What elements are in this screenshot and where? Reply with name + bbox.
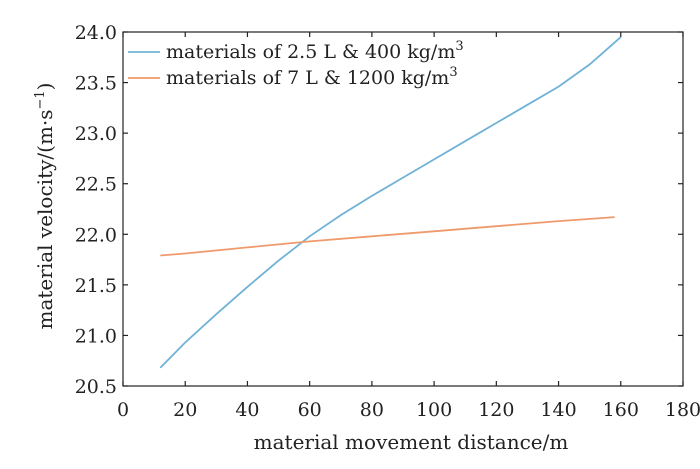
y-tick-label: 23.5 bbox=[75, 73, 117, 95]
legend: materials of 2.5 L & 400 kg/m3materials … bbox=[128, 39, 464, 89]
plot-frame bbox=[122, 31, 684, 387]
x-tick-label: 180 bbox=[665, 399, 700, 421]
y-tick-label: 20.5 bbox=[75, 376, 117, 398]
legend-label-text: materials of 7 L & 1200 kg/m bbox=[166, 67, 449, 89]
y-tick-label: 21.5 bbox=[75, 275, 117, 297]
y-tick-label: 21.0 bbox=[75, 325, 117, 347]
y-axis-label-main: material velocity/(m·s bbox=[33, 109, 57, 329]
x-tick-label: 20 bbox=[173, 399, 197, 421]
x-axis-label: material movement distance/m bbox=[254, 430, 569, 454]
legend-label-exponent: 3 bbox=[455, 39, 463, 54]
y-axis-label-exponent: −1 bbox=[33, 90, 48, 109]
x-tick-label: 60 bbox=[298, 399, 322, 421]
x-tick-label: 40 bbox=[235, 399, 259, 421]
x-tick-label: 160 bbox=[603, 399, 639, 421]
y-tick-label: 22.0 bbox=[75, 224, 117, 246]
y-tick-label: 22.5 bbox=[75, 174, 117, 196]
x-tick-label: 80 bbox=[360, 399, 384, 421]
axes: 0 20 40 60 80 100 120 140 160 180 20.5 21.0 21.5 22.0… bbox=[75, 22, 700, 421]
y-tick-label: 24.0 bbox=[75, 22, 117, 44]
legend-label-1: materials of 2.5 L & 400 kg/m3 bbox=[166, 39, 464, 63]
y-axis-label-close: ) bbox=[33, 82, 57, 90]
series-line-2 bbox=[160, 216, 615, 257]
y-axis-label: material velocity/(m·s−1) bbox=[33, 82, 57, 329]
x-tick-label: 100 bbox=[416, 399, 452, 421]
x-tick-label: 140 bbox=[540, 399, 576, 421]
y-tick-label: 23.0 bbox=[75, 123, 117, 145]
legend-label-text: materials of 2.5 L & 400 kg/m bbox=[166, 41, 455, 63]
legend-label-2: materials of 7 L & 1200 kg/m3 bbox=[166, 65, 458, 89]
plot-area bbox=[159, 36, 622, 369]
x-tick-label: 120 bbox=[478, 399, 514, 421]
series-line-1 bbox=[159, 36, 622, 369]
x-tick-label: 0 bbox=[117, 399, 129, 421]
legend-label-exponent: 3 bbox=[449, 65, 457, 80]
